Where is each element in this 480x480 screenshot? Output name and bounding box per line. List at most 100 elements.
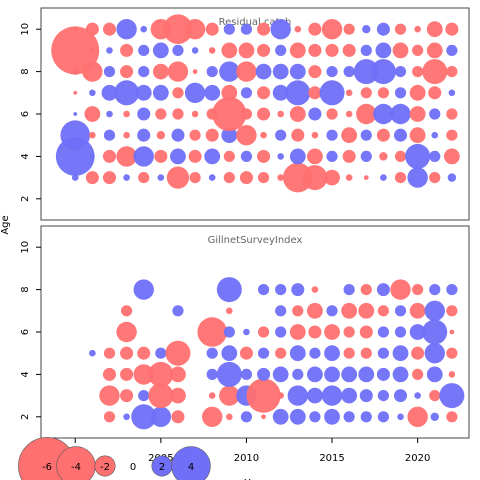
residual-bubble [106, 110, 113, 118]
residual-bubble [170, 366, 186, 383]
residual-bubble [390, 103, 411, 125]
residual-bubble [429, 108, 441, 120]
residual-bubble [123, 174, 130, 181]
legend-bubble [94, 455, 116, 477]
residual-bubble [202, 406, 223, 427]
residual-bubble [216, 277, 242, 303]
residual-bubble [375, 42, 392, 59]
residual-bubble [394, 150, 407, 162]
residual-bubble [223, 326, 235, 338]
residual-bubble [308, 107, 322, 121]
residual-bubble [240, 23, 253, 35]
residual-bubble [277, 153, 284, 160]
residual-bubble [409, 127, 426, 144]
residual-bubble [257, 86, 271, 100]
residual-bubble [446, 284, 458, 296]
residual-bubble [275, 284, 287, 296]
residual-bubble [275, 129, 287, 141]
residual-bubble [428, 86, 442, 100]
residual-bubble [345, 110, 353, 118]
residual-bubble [206, 347, 218, 359]
residual-bubble [172, 305, 184, 317]
residual-bubble [138, 172, 150, 184]
residual-bubble [345, 89, 353, 97]
residual-bubble [275, 44, 287, 57]
residual-bubble [394, 305, 407, 317]
residual-bubble [448, 371, 456, 378]
residual-bubble [429, 150, 441, 162]
residual-bubble [407, 167, 428, 188]
residual-bubble [148, 361, 174, 387]
residual-bubble [120, 65, 134, 79]
x-tick-label: 2015 [319, 453, 344, 464]
residual-bubble [89, 131, 96, 139]
residual-bubble [341, 127, 358, 144]
residual-bubble [120, 346, 134, 360]
residual-bubble [392, 345, 409, 362]
residual-bubble [373, 103, 394, 125]
x-tick-label: 2020 [405, 453, 430, 464]
residual-bubble [240, 368, 253, 380]
residual-bubble [240, 108, 253, 120]
residual-bubble [216, 361, 242, 387]
residual-bubble [221, 84, 238, 101]
residual-bubble [289, 148, 306, 165]
residual-bubble [308, 86, 322, 100]
residual-bubble [272, 63, 289, 80]
residual-bubble [257, 367, 271, 381]
residual-bubble [289, 106, 306, 122]
residual-bubble [321, 385, 343, 406]
residual-bubble [446, 305, 458, 317]
residual-bubble [377, 87, 389, 99]
residual-bubble [360, 44, 372, 57]
residual-bubble [120, 367, 134, 381]
residual-bubble [379, 152, 388, 161]
residual-bubble [412, 284, 424, 296]
y-tick-label: 2 [20, 414, 31, 420]
residual-bubble [89, 154, 95, 159]
residual-bubble [239, 346, 253, 360]
residual-bubble [192, 69, 198, 74]
residual-bubble [255, 63, 272, 80]
residual-bubble [376, 128, 390, 142]
residual-bubble [343, 284, 355, 296]
residual-bubble [292, 305, 304, 317]
residual-bubble [103, 129, 116, 141]
residual-bubble [394, 87, 407, 99]
residual-bubble [184, 82, 206, 104]
residual-bubble [116, 321, 137, 343]
residual-bubble [309, 347, 321, 359]
residual-bubble [172, 44, 184, 57]
residual-bubble [208, 392, 216, 399]
residual-bubble [343, 347, 355, 359]
residual-bubble [166, 166, 190, 189]
residual-bubble [51, 26, 100, 75]
residual-bubble [307, 302, 323, 319]
residual-bubble [448, 89, 456, 97]
residual-bubble [257, 149, 271, 163]
residual-bubble [219, 385, 240, 406]
residual-bubble [412, 44, 424, 57]
residual-bubble [443, 148, 460, 165]
residual-bubble [121, 305, 133, 317]
residual-bubble [116, 146, 137, 167]
residual-bubble [414, 25, 421, 33]
residual-bubble [308, 43, 322, 57]
residual-bubble [377, 347, 389, 359]
residual-bubble [359, 325, 373, 339]
legend-label: 0 [130, 462, 136, 473]
y-tick-label: 4 [20, 153, 31, 159]
legend-label: -2 [100, 462, 110, 473]
panel-title: GillnetSurveyIndex [208, 235, 303, 246]
residual-bubble [341, 387, 358, 404]
residual-bubble [135, 84, 152, 101]
residual-bubble [188, 149, 202, 163]
residual-bubble [353, 59, 379, 85]
residual-bubble [261, 414, 266, 420]
residual-bubble [212, 96, 247, 132]
residual-bubble [240, 150, 253, 162]
residual-bubble [123, 110, 130, 118]
residual-bubble [55, 137, 95, 176]
residual-bubble [307, 148, 323, 165]
